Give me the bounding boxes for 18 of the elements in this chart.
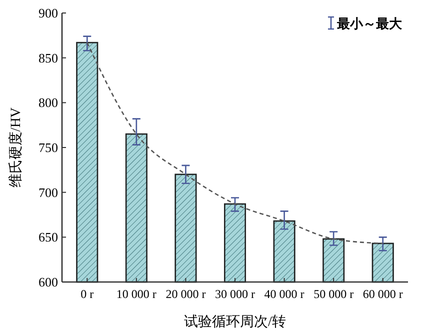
x-tick-label: 20 000 r — [166, 287, 206, 301]
y-tick-label: 850 — [38, 50, 58, 66]
y-tick-label: 700 — [38, 184, 58, 200]
x-tick-label: 10 000 r — [116, 287, 156, 301]
x-tick-label: 60 000 r — [362, 287, 403, 301]
y-tick-label: 650 — [38, 230, 58, 245]
line-series — [86, 42, 384, 244]
y-tick-label: 800 — [38, 95, 58, 110]
x-tick-label: 40 000 r — [264, 287, 304, 301]
x-tick-label: 0 r — [80, 287, 94, 301]
x-tick-label: 50 000 r — [314, 287, 354, 301]
y-tick-label: 600 — [38, 274, 58, 290]
legend-title: 最小～最大 — [336, 16, 403, 31]
x-tick-label: 30 000 r — [215, 287, 255, 301]
x-axis-title: 试验循环周次/转 — [184, 314, 286, 330]
y-axis-title: 维氏硬度/HV — [8, 107, 24, 188]
y-tick-label: 750 — [38, 140, 58, 156]
y-tick-label: 900 — [38, 6, 58, 21]
